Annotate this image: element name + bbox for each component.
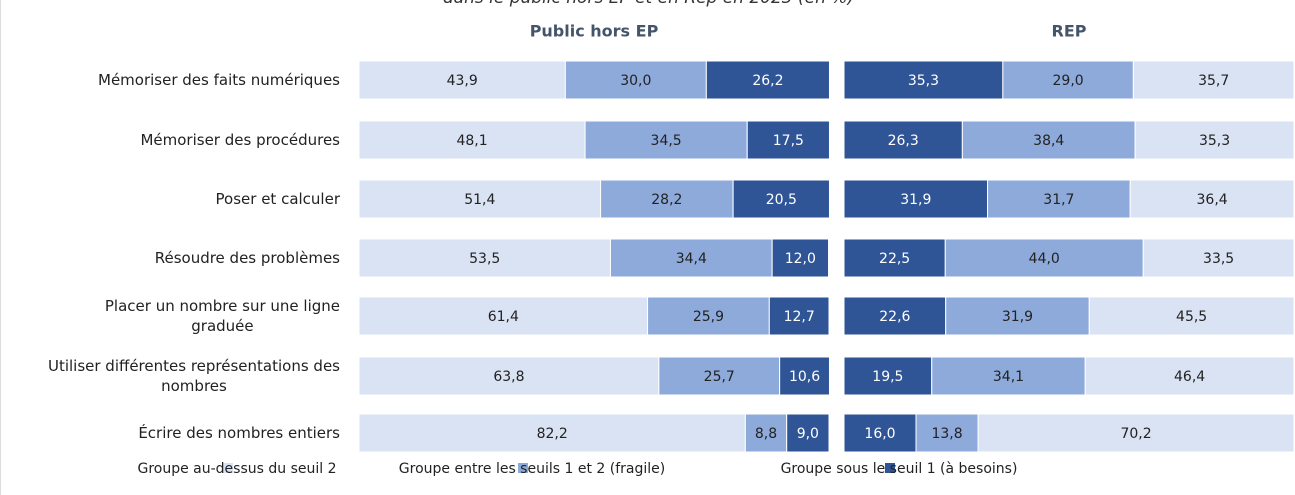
category-label: Mémoriser des procédures [140,131,340,149]
bar-segment [1134,120,1295,160]
bar-segment [786,413,830,453]
bar-segment [779,356,830,396]
bar-segment [915,413,979,453]
value-label: 20,5 [766,192,797,208]
value-label: 31,9 [900,192,931,208]
bar-segment [705,60,830,100]
bar-segment [358,120,586,160]
value-label: 34,4 [676,251,707,267]
bar-segment [358,413,746,453]
category-label: Utiliser différentes représentations des… [47,357,340,395]
value-label: 30,0 [620,73,651,89]
legend-label: Groupe entre les seuils 1 et 2 (fragile) [399,461,665,477]
value-label: 33,5 [1203,251,1234,267]
value-label: 82,2 [537,426,568,442]
category-label: Écrire des nombres entiers [138,424,340,442]
value-label: 38,4 [1033,133,1064,149]
bar-segment [647,296,770,336]
value-label: 12,7 [784,309,815,325]
value-label: 31,7 [1043,192,1074,208]
bar-segment [961,120,1136,160]
value-label: 26,3 [888,133,919,149]
value-label: 13,8 [931,426,962,442]
bar-segment [1084,356,1295,396]
legend-label: Groupe sous le seuil 1 (à besoins) [781,461,1018,477]
value-label: 25,7 [704,369,735,385]
value-label: 12,0 [785,251,816,267]
bar-segment [609,238,773,278]
subtitle: dans le public hors EP et en Rep en 2023… [1,0,1295,8]
bar-segment [843,179,989,219]
bar-segment [584,120,748,160]
bar-segment [1088,296,1295,336]
value-label: 44,0 [1029,251,1060,267]
value-label: 22,5 [879,251,910,267]
bar-segment [358,60,566,100]
bar-segment [746,120,830,160]
value-label: 10,6 [789,369,820,385]
bar-segment [1002,60,1134,100]
value-label: 17,5 [773,133,804,149]
bar-segment [1132,60,1295,100]
bar-segment [931,356,1086,396]
value-label: 53,5 [469,251,500,267]
value-label: 63,8 [493,369,524,385]
value-label: 48,1 [456,133,487,149]
value-label: 34,5 [651,133,682,149]
value-label: 28,2 [651,192,682,208]
value-label: 61,4 [488,309,519,325]
value-label: 34,1 [993,369,1024,385]
category-label: Placer un nombre sur une ligne graduée [104,297,340,335]
value-label: 35,3 [1199,133,1230,149]
legend-label: Groupe au-dessus du seuil 2 [137,461,336,477]
value-label: 22,6 [879,309,910,325]
value-label: 19,5 [872,369,903,385]
bar-segment [1129,179,1295,219]
bar-segment [600,179,734,219]
value-label: 8,8 [755,426,777,442]
bar-segment [843,120,963,160]
legend-swatch [518,463,528,473]
value-label: 43,9 [447,73,478,89]
legend-swatch [885,463,895,473]
bar-segment [732,179,830,219]
legend-swatch [223,463,233,473]
value-label: 25,9 [693,309,724,325]
bar-segment [771,238,830,278]
bar-segment [358,179,602,219]
value-label: 70,2 [1120,426,1151,442]
bar-segment [658,356,781,396]
value-label: 51,4 [464,192,495,208]
bar-segment [843,413,917,453]
bar-segment [944,238,1144,278]
bar-segment [1142,238,1295,278]
value-label: 29,0 [1053,73,1084,89]
value-label: 45,5 [1176,309,1207,325]
bar-segment [977,413,1295,453]
value-label: 35,3 [908,73,939,89]
category-label: Poser et calculer [215,190,340,208]
bar-segment [358,296,649,336]
panel-title: REP [1052,22,1087,41]
bar-segment [768,296,830,336]
bar-segment [843,356,933,396]
bar-segment [358,356,660,396]
panel-title: Public hors EP [530,22,659,41]
bar-segment [843,60,1004,100]
category-label: Mémoriser des faits numériques [98,71,340,89]
value-label: 16,0 [864,426,895,442]
value-label: 46,4 [1174,369,1205,385]
bar-segment [358,238,611,278]
value-label: 9,0 [797,426,819,442]
value-label: 35,7 [1198,73,1229,89]
value-label: 36,4 [1197,192,1228,208]
bar-segment [564,60,707,100]
value-label: 31,9 [1002,309,1033,325]
value-label: 26,2 [752,73,783,89]
bar-segment [843,296,947,336]
category-label: Résoudre des problèmes [154,249,340,267]
bar-segment [987,179,1131,219]
